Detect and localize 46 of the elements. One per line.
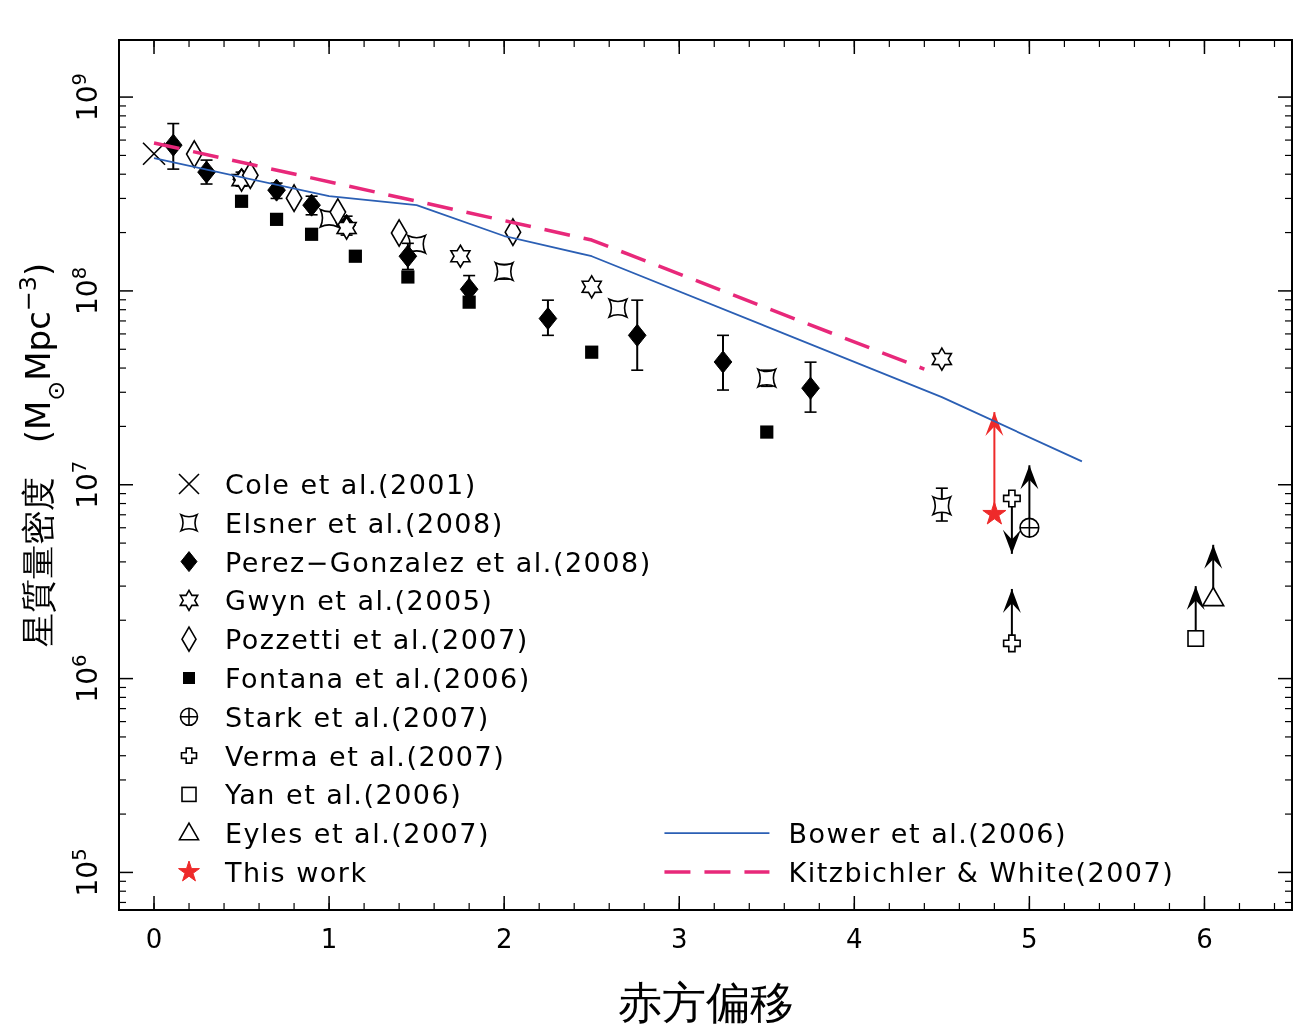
legend-label: Pozzetti et al.(2007) <box>225 624 529 656</box>
point <box>760 425 774 439</box>
point <box>608 298 628 318</box>
point <box>1187 630 1205 647</box>
point <box>407 234 427 254</box>
legend-label: Cole et al.(2001) <box>225 469 477 500</box>
point <box>142 141 166 166</box>
point <box>538 307 558 331</box>
x-tick-label: 1 <box>320 924 338 954</box>
point <box>450 244 471 269</box>
x-tick-label: 0 <box>145 924 163 954</box>
x-tick-label: 3 <box>670 924 688 954</box>
point <box>931 347 953 371</box>
legend-label: This work <box>224 857 368 888</box>
point <box>462 295 476 309</box>
point <box>627 323 647 347</box>
point <box>585 345 599 359</box>
line-series <box>153 157 1083 463</box>
point <box>348 249 362 263</box>
legend-label: Kitzbichler & White(2007) <box>788 857 1175 888</box>
legend-label: Perez−Gonzalez et al.(2008) <box>225 546 652 578</box>
legend-label: Elsner et al.(2008) <box>225 507 504 539</box>
legend-label: Fontana et al.(2006) <box>225 663 531 694</box>
x-tick-label: 6 <box>1196 924 1213 954</box>
legend-label: Eyles et al.(2007) <box>225 818 490 850</box>
point <box>801 376 820 400</box>
legend-label: Yan et al.(2006) <box>224 779 463 811</box>
point <box>234 194 249 208</box>
point <box>581 275 603 299</box>
x-tick-label: 4 <box>846 924 863 954</box>
point <box>304 227 319 241</box>
point <box>1002 489 1021 508</box>
x-tick-label: 2 <box>495 924 513 954</box>
point <box>713 350 733 374</box>
point <box>269 212 284 226</box>
point <box>932 496 952 516</box>
point <box>982 501 1007 525</box>
x-tick-label: 5 <box>1021 924 1038 954</box>
point <box>1201 586 1225 607</box>
legend-label: Verma et al.(2007) <box>225 740 506 772</box>
legend-label: Bower et al.(2006) <box>788 818 1068 850</box>
x-axis-title: 赤方偏移 <box>617 977 794 1028</box>
legend-label: Stark et al.(2007) <box>225 701 490 733</box>
point <box>401 270 415 284</box>
legend-label: Gwyn et al.(2005) <box>225 585 494 617</box>
point <box>1002 634 1021 653</box>
